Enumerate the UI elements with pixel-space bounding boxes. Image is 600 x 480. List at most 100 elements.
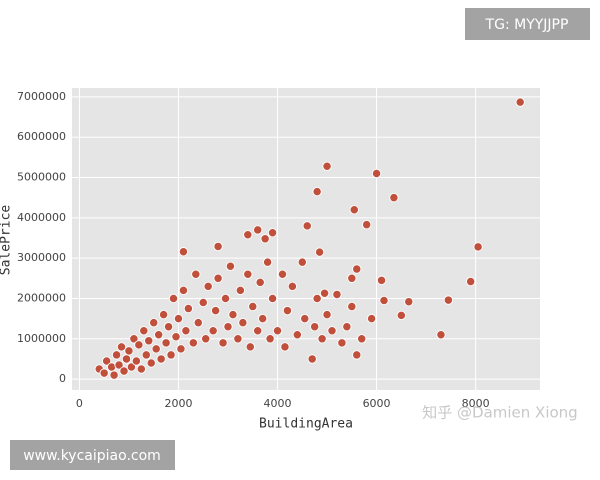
point — [235, 285, 246, 296]
point — [267, 293, 278, 304]
x-tick-label: 6000 — [363, 397, 391, 410]
point — [171, 332, 181, 342]
point — [366, 313, 377, 324]
point — [121, 354, 132, 364]
channel-box — [465, 8, 590, 40]
point — [272, 326, 283, 336]
point — [243, 230, 253, 240]
point — [109, 370, 119, 380]
point — [114, 360, 124, 370]
point — [357, 334, 367, 344]
point — [362, 220, 372, 230]
point — [203, 281, 213, 292]
point — [352, 264, 362, 274]
point — [376, 275, 387, 285]
point — [260, 234, 270, 244]
point — [317, 334, 327, 344]
point — [178, 247, 189, 257]
x-axis-label: BuildingArea — [259, 417, 353, 432]
point — [319, 288, 330, 298]
point — [163, 322, 174, 332]
point — [258, 313, 268, 324]
point — [327, 326, 337, 336]
point — [126, 362, 137, 372]
point — [287, 281, 298, 292]
point — [178, 285, 189, 296]
point — [220, 293, 231, 304]
point — [225, 261, 236, 271]
point — [436, 330, 446, 340]
point — [466, 276, 476, 287]
point — [473, 242, 483, 252]
point — [228, 309, 238, 320]
site-box — [10, 440, 175, 470]
point — [342, 322, 352, 332]
point — [168, 293, 179, 304]
point — [181, 326, 191, 336]
point — [193, 318, 203, 328]
point — [253, 326, 263, 336]
point — [347, 301, 357, 312]
point — [238, 318, 248, 328]
point — [198, 297, 208, 308]
point — [310, 322, 320, 332]
point — [302, 221, 312, 231]
point — [149, 318, 159, 328]
y-tick-label: 1000000 — [17, 332, 66, 345]
point — [213, 273, 223, 283]
point — [267, 228, 278, 238]
point — [389, 193, 399, 203]
point — [191, 269, 201, 279]
point — [218, 338, 228, 348]
point — [371, 168, 382, 179]
point — [139, 326, 149, 336]
point — [312, 186, 322, 197]
point — [166, 350, 176, 360]
channel-label: TG: MYYJJPP — [485, 17, 569, 33]
point — [111, 350, 122, 360]
point — [141, 350, 151, 360]
point — [332, 289, 342, 300]
point — [349, 205, 359, 215]
point — [183, 303, 194, 314]
site-label: www.kycaipiao.com — [23, 448, 161, 464]
point — [131, 356, 142, 366]
point — [347, 273, 357, 283]
point — [404, 297, 414, 307]
point — [280, 342, 290, 352]
y-tick-label: 4000000 — [17, 211, 66, 224]
point — [188, 338, 198, 348]
point — [116, 342, 127, 352]
point — [277, 269, 288, 279]
point — [265, 334, 275, 344]
point — [99, 368, 109, 378]
x-tick-label: 2000 — [164, 397, 192, 410]
point — [379, 295, 389, 306]
x-tick-label: 8000 — [462, 397, 490, 410]
y-axis-label: SalePrice — [0, 205, 14, 276]
point — [322, 309, 332, 320]
point — [134, 340, 144, 350]
point — [102, 356, 112, 366]
point — [151, 344, 161, 354]
point — [129, 334, 139, 344]
point — [307, 354, 317, 364]
point — [154, 330, 164, 340]
point — [396, 310, 406, 321]
point — [210, 305, 221, 316]
point — [352, 350, 362, 360]
point — [297, 257, 307, 267]
point — [233, 334, 243, 344]
point — [300, 313, 310, 324]
point — [144, 336, 154, 346]
point — [176, 344, 186, 354]
y-tick-label: 3000000 — [17, 251, 66, 264]
x-tick-label: 4000 — [264, 397, 292, 410]
point — [119, 366, 129, 376]
point — [337, 338, 347, 348]
point — [322, 161, 332, 171]
point — [314, 247, 325, 257]
point — [124, 346, 134, 356]
point — [158, 309, 169, 320]
